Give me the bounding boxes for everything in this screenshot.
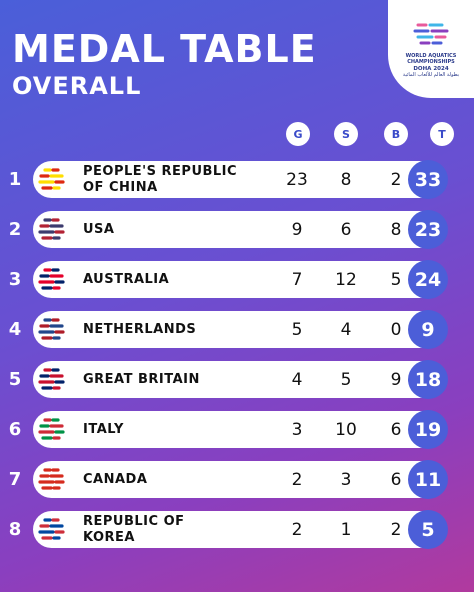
flag-icon <box>36 464 67 495</box>
country-name-line1: USA <box>83 221 115 237</box>
country-name-line1: AUSTRALIA <box>83 271 170 287</box>
gold-count: 4 <box>291 369 303 390</box>
rank-number: 2 <box>8 219 22 240</box>
bronze-count: 8 <box>390 219 402 240</box>
country-name: REPUBLIC OF KOREA <box>83 511 185 548</box>
rank-number: 7 <box>8 469 22 490</box>
rank-number: 3 <box>8 269 22 290</box>
rank-number: 4 <box>8 319 22 340</box>
country-name: CANADA <box>83 461 147 498</box>
table-row: GREAT BRITAIN 4 5 9 18 <box>33 360 448 399</box>
bronze-count: 2 <box>390 169 402 190</box>
total-count: 5 <box>408 510 448 549</box>
bronze-count: 9 <box>390 369 402 390</box>
country-name-line1: GREAT BRITAIN <box>83 371 200 387</box>
table-row: NETHERLANDS 5 4 0 9 <box>33 310 448 349</box>
table-row: ITALY 3 10 6 19 <box>33 410 448 449</box>
rank-number: 6 <box>8 419 22 440</box>
total-count: 23 <box>408 210 448 249</box>
country-name-line2: KOREA <box>83 529 135 545</box>
silver-count: 3 <box>340 469 352 490</box>
gold-count: 9 <box>291 219 303 240</box>
logo-text-2: CHAMPIONSHIPS <box>407 59 455 65</box>
logo-text-4: بطولة العالم للألعاب المائية <box>402 72 460 78</box>
country-name: AUSTRALIA <box>83 261 169 298</box>
gold-count: 7 <box>291 269 303 290</box>
rank-number: 8 <box>8 519 22 540</box>
page-subtitle: OVERALL <box>12 72 142 100</box>
country-name-line1: CANADA <box>83 471 148 487</box>
table-row: AUSTRALIA 7 12 5 24 <box>33 260 448 299</box>
silver-count: 10 <box>335 419 357 440</box>
total-count: 11 <box>408 460 448 499</box>
table-row: PEOPLE'S REPUBLIC OF CHINA 23 8 2 33 <box>33 160 448 199</box>
silver-count: 5 <box>340 369 352 390</box>
flag-icon <box>36 264 67 295</box>
page-title: MEDAL TABLE <box>12 27 317 71</box>
country-name-line2: OF CHINA <box>83 179 158 195</box>
rank-number: 5 <box>8 369 22 390</box>
silver-count: 12 <box>335 269 357 290</box>
total-count: 18 <box>408 360 448 399</box>
country-name-line1: ITALY <box>83 421 124 437</box>
total-count: 9 <box>408 310 448 349</box>
wave-logo-icon <box>413 23 449 45</box>
flag-icon <box>36 364 67 395</box>
flag-icon <box>36 414 67 445</box>
gold-count: 2 <box>291 519 303 540</box>
total-count: 33 <box>408 160 448 199</box>
country-name: ITALY <box>83 411 124 448</box>
silver-count: 1 <box>340 519 352 540</box>
gold-count: 5 <box>291 319 303 340</box>
table-row: USA 9 6 8 23 <box>33 210 448 249</box>
header-silver: S <box>334 122 358 146</box>
header-total: T <box>430 122 454 146</box>
country-name-line1: NETHERLANDS <box>83 321 197 337</box>
bronze-count: 5 <box>390 269 402 290</box>
country-name-line1: REPUBLIC OF <box>83 513 185 529</box>
header-bronze: B <box>384 122 408 146</box>
country-name: USA <box>83 211 114 248</box>
flag-icon <box>36 214 67 245</box>
gold-count: 2 <box>291 469 303 490</box>
total-count: 19 <box>408 410 448 449</box>
header-gold: G <box>286 122 310 146</box>
gold-count: 3 <box>291 419 303 440</box>
logo-text-1: WORLD AQUATICS <box>405 53 457 59</box>
country-name-line1: PEOPLE'S REPUBLIC <box>83 163 238 179</box>
silver-count: 4 <box>340 319 352 340</box>
flag-icon <box>36 164 67 195</box>
championship-logo: WORLD AQUATICS CHAMPIONSHIPS DOHA 2024 ب… <box>388 0 474 98</box>
table-row: CANADA 2 3 6 11 <box>33 460 448 499</box>
rank-number: 1 <box>8 169 22 190</box>
bronze-count: 2 <box>390 519 402 540</box>
flag-icon <box>36 514 67 545</box>
country-name: NETHERLANDS <box>83 311 196 348</box>
logo-text-3: DOHA 2024 <box>413 66 449 72</box>
bronze-count: 0 <box>390 319 402 340</box>
bronze-count: 6 <box>390 469 402 490</box>
total-count: 24 <box>408 260 448 299</box>
silver-count: 8 <box>340 169 352 190</box>
flag-icon <box>36 314 67 345</box>
bronze-count: 6 <box>390 419 402 440</box>
country-name: GREAT BRITAIN <box>83 361 200 398</box>
gold-count: 23 <box>286 169 308 190</box>
country-name: PEOPLE'S REPUBLIC OF CHINA <box>83 161 237 198</box>
table-row: REPUBLIC OF KOREA 2 1 2 5 <box>33 510 448 549</box>
silver-count: 6 <box>340 219 352 240</box>
